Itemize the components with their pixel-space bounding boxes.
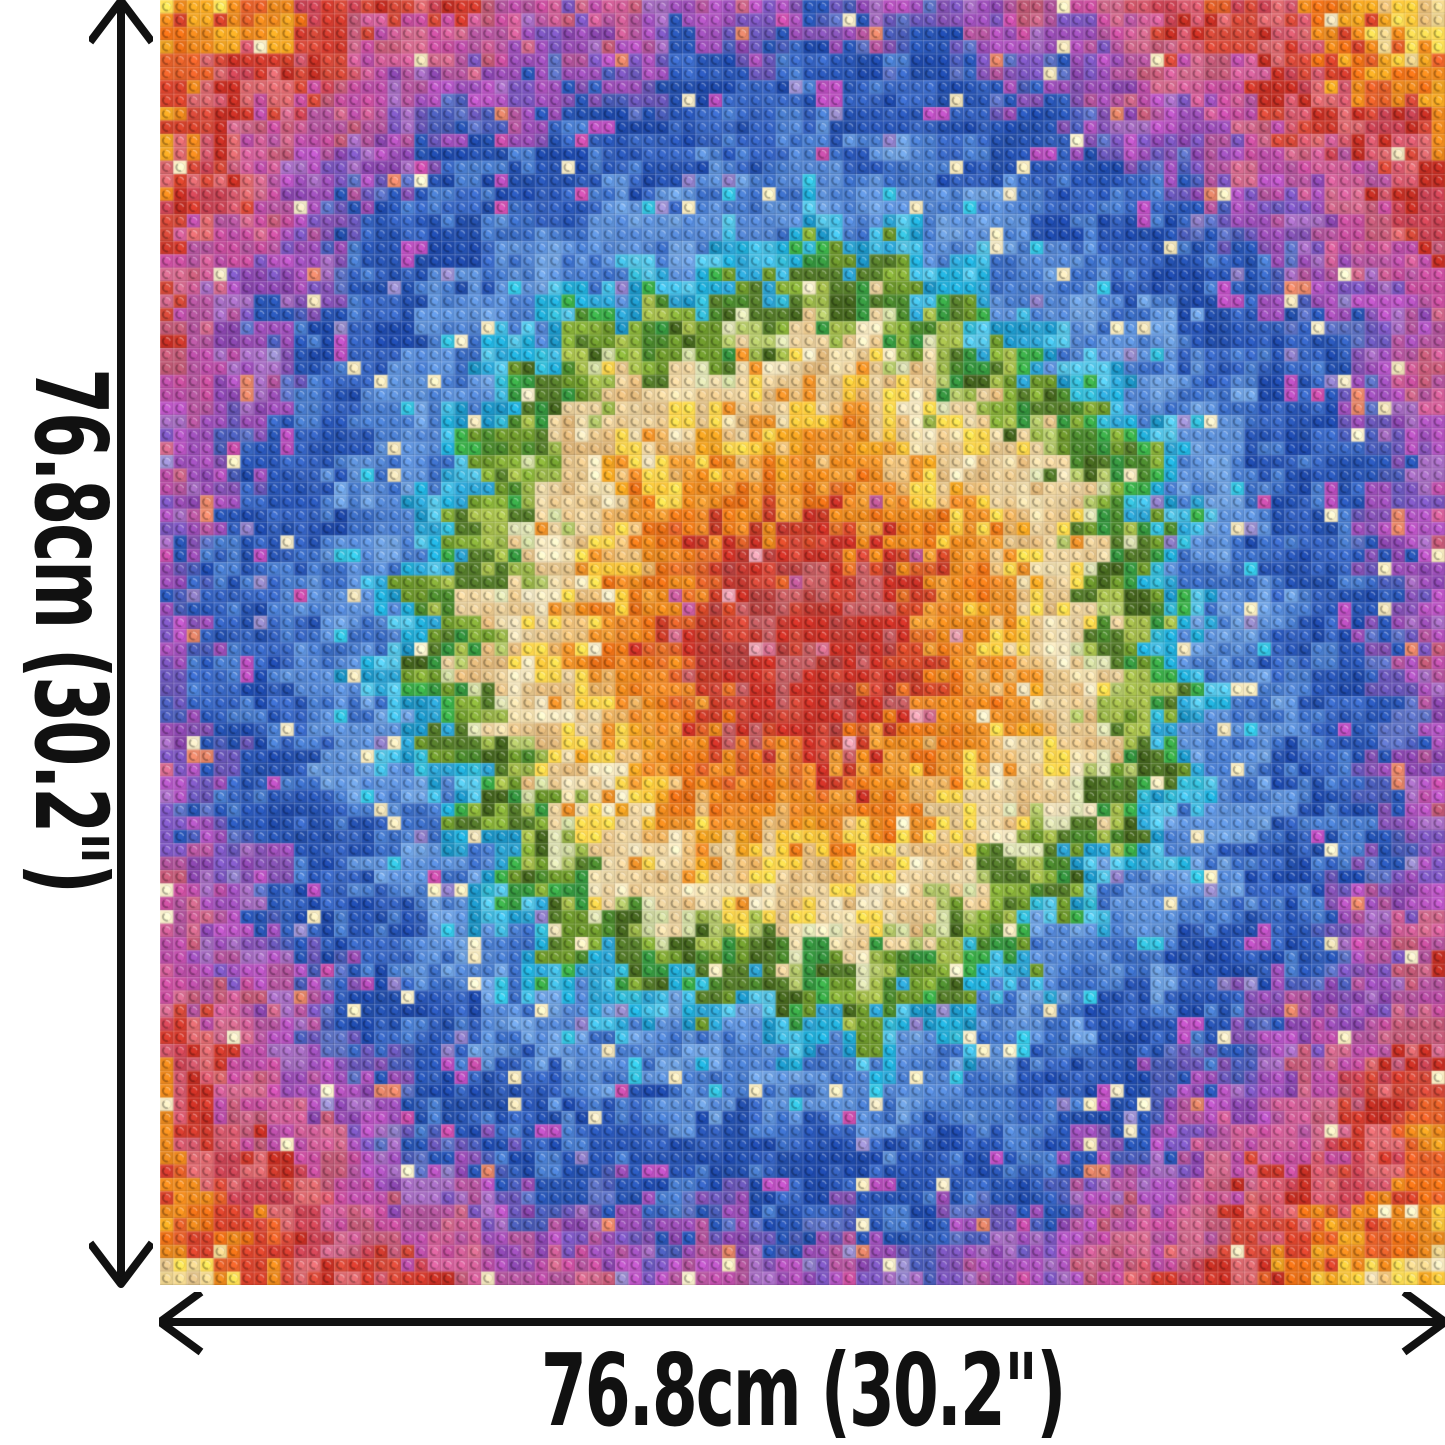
arrow-left-icon [159, 1292, 204, 1356]
brick-mosaic [160, 0, 1445, 1285]
arrow-down-icon [89, 1240, 153, 1288]
width-dimension-label: 76.8cm (30.2") [540, 1332, 1067, 1445]
width-dimension-arrow [159, 1292, 1445, 1356]
height-dimension-arrow [89, 0, 153, 1288]
width-label-wrap: 76.8cm (30.2") [160, 1336, 1445, 1445]
height-dimension-label: 76.8cm (30.2") [12, 368, 129, 892]
arrow-right-icon [1401, 1292, 1445, 1356]
arrow-up-icon [89, 0, 153, 45]
